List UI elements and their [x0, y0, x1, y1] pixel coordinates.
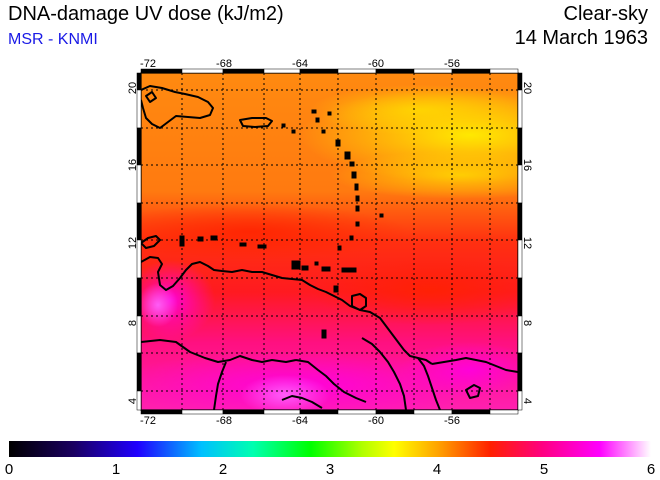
frame-segment [375, 409, 415, 415]
lat-tick-right: 20 [521, 82, 533, 94]
frame-segment [413, 409, 453, 415]
graticule [141, 73, 518, 410]
lon-tick-top: -64 [292, 58, 308, 70]
lon-tick-top: -72 [140, 58, 156, 70]
frame-segment [489, 68, 519, 74]
frame-segment [181, 409, 224, 415]
lon-tick-bottom: -68 [216, 415, 232, 427]
uv-field [141, 73, 518, 410]
lon-tick-top: -56 [444, 58, 460, 70]
frame-segment [337, 409, 377, 415]
map-frame-segments [136, 68, 523, 415]
frame-segment [136, 277, 142, 317]
frame-segment [517, 390, 523, 411]
frame-segment [136, 352, 142, 392]
frame-segment [517, 202, 523, 241]
colorbar-label: 3 [326, 461, 334, 478]
lat-tick-right: 16 [521, 159, 533, 171]
frame-segment [140, 409, 183, 415]
frame-segment [136, 89, 142, 129]
colorbar [9, 441, 651, 457]
lat-tick-left: 16 [127, 159, 139, 171]
colorbar-label: 2 [219, 461, 227, 478]
date-label: 14 March 1963 [514, 27, 648, 49]
lat-tick-right: 4 [521, 398, 533, 404]
frame-segment [136, 390, 142, 411]
frame-segment [136, 202, 142, 241]
lat-tick-right: 12 [521, 237, 533, 249]
colorbar-label: 4 [433, 461, 441, 478]
lat-tick-left: 12 [127, 237, 139, 249]
condition-label: Clear-sky [563, 3, 648, 25]
source-label: MSR - KNMI [8, 31, 98, 48]
frame-segment [222, 409, 265, 415]
frame-segment [263, 409, 301, 415]
frame-segment [451, 409, 491, 415]
frame-segment [517, 89, 523, 129]
lon-tick-bottom: -64 [292, 415, 308, 427]
lat-tick-right: 8 [521, 320, 533, 326]
lon-tick-top: -60 [368, 58, 384, 70]
colorbar-label: 5 [540, 461, 548, 478]
colorbar-label: 6 [647, 461, 655, 478]
colorbar-label: 1 [112, 461, 120, 478]
lon-tick-bottom: -60 [368, 415, 384, 427]
coastlines [141, 85, 518, 410]
lat-tick-left: 4 [127, 398, 139, 404]
frame-segment [517, 352, 523, 392]
lon-tick-bottom: -56 [444, 415, 460, 427]
lon-tick-bottom: -72 [140, 415, 156, 427]
lon-tick-top: -68 [216, 58, 232, 70]
frame-segment [299, 409, 339, 415]
frame-segment [517, 277, 523, 317]
lat-tick-left: 8 [127, 320, 139, 326]
map-title: DNA-damage UV dose (kJ/m2) [8, 3, 284, 25]
lat-tick-left: 20 [127, 82, 139, 94]
frame-segment [489, 409, 519, 415]
colorbar-label: 0 [5, 461, 13, 478]
